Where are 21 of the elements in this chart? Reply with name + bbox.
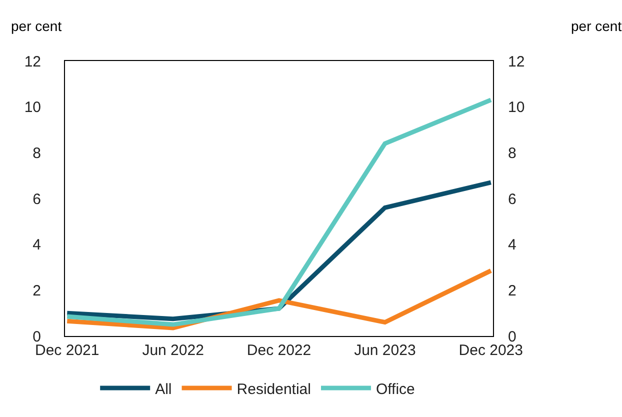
legend-label: Residential	[236, 380, 311, 398]
y-tick-label: 6	[32, 190, 41, 208]
line-series	[65, 98, 493, 327]
y2-tick-label: 6	[508, 190, 516, 208]
y-tick-label: 8	[32, 144, 41, 162]
y-tick-label: 2	[32, 282, 41, 300]
legend-label: Office	[376, 380, 415, 398]
x-tick-label: Dec 2022	[246, 342, 312, 359]
y-tick-label: 12	[24, 53, 41, 70]
y2-axis-title: per cent	[571, 18, 622, 34]
legend-label: All	[155, 380, 172, 398]
y2-tick-label: 10	[508, 99, 525, 116]
y-tick-label: 4	[32, 236, 41, 254]
y2-tick-label: 8	[508, 144, 516, 162]
y2-tick-label: 12	[508, 53, 525, 70]
y-axis-title: per cent	[11, 18, 62, 34]
x-tick-label: Jun 2022	[142, 342, 204, 359]
y2-tick-label: 4	[508, 236, 516, 254]
y-tick-label: 10	[24, 99, 41, 116]
x-tick-label: Jun 2023	[354, 342, 416, 359]
y2-tick-label: 2	[508, 282, 516, 300]
